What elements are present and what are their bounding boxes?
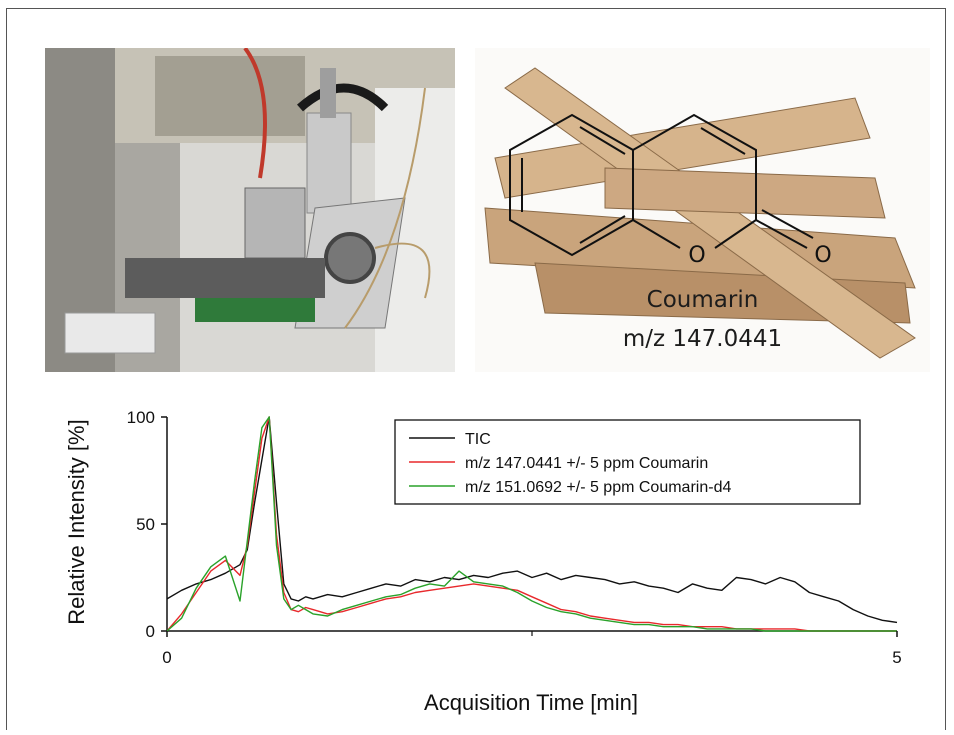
chart-series	[166, 416, 898, 632]
instrument-photo-icon	[45, 48, 455, 372]
x-tick-label: 0	[162, 648, 171, 667]
figure-frame	[6, 8, 946, 730]
ring-oxygen-label: O	[688, 243, 705, 268]
y-tick-label: 100	[127, 408, 155, 427]
legend-entry: TIC	[465, 431, 491, 448]
cinnamon-photo: O O	[475, 48, 930, 372]
y-tick-label: 50	[136, 515, 155, 534]
chromatogram-chart: 0 50 100 0 5 TIC m/z 147.0441 +/- 5 ppm Couma…	[64, 408, 902, 715]
legend-box	[394, 419, 861, 505]
y-tick-label: 0	[146, 622, 155, 641]
series-line-2	[166, 416, 897, 632]
instrument-photo	[45, 48, 455, 372]
carbonyl-oxygen-label: O	[814, 243, 831, 268]
legend-entry: m/z 147.0441 +/- 5 ppm Coumarin	[465, 455, 708, 472]
chart-legend: TIC m/z 147.0441 +/- 5 ppm Coumarin m/z 15…	[394, 419, 861, 505]
compound-mz: m/z 147.0441	[622, 326, 783, 352]
x-axis-title: Acquisition Time [min]	[424, 690, 638, 715]
coumarin-structure	[509, 113, 814, 257]
cinnamon-sticks-photo-icon: O O	[475, 48, 930, 372]
legend-entry: m/z 151.0692 +/- 5 ppm Coumarin-d4	[465, 479, 731, 496]
chart-ticks: 0 50 100 0 5	[127, 408, 902, 667]
x-tick-label: 5	[892, 648, 901, 667]
compound-name: Coumarin	[646, 287, 759, 313]
y-axis-title: Relative Intensity [%]	[64, 419, 89, 624]
